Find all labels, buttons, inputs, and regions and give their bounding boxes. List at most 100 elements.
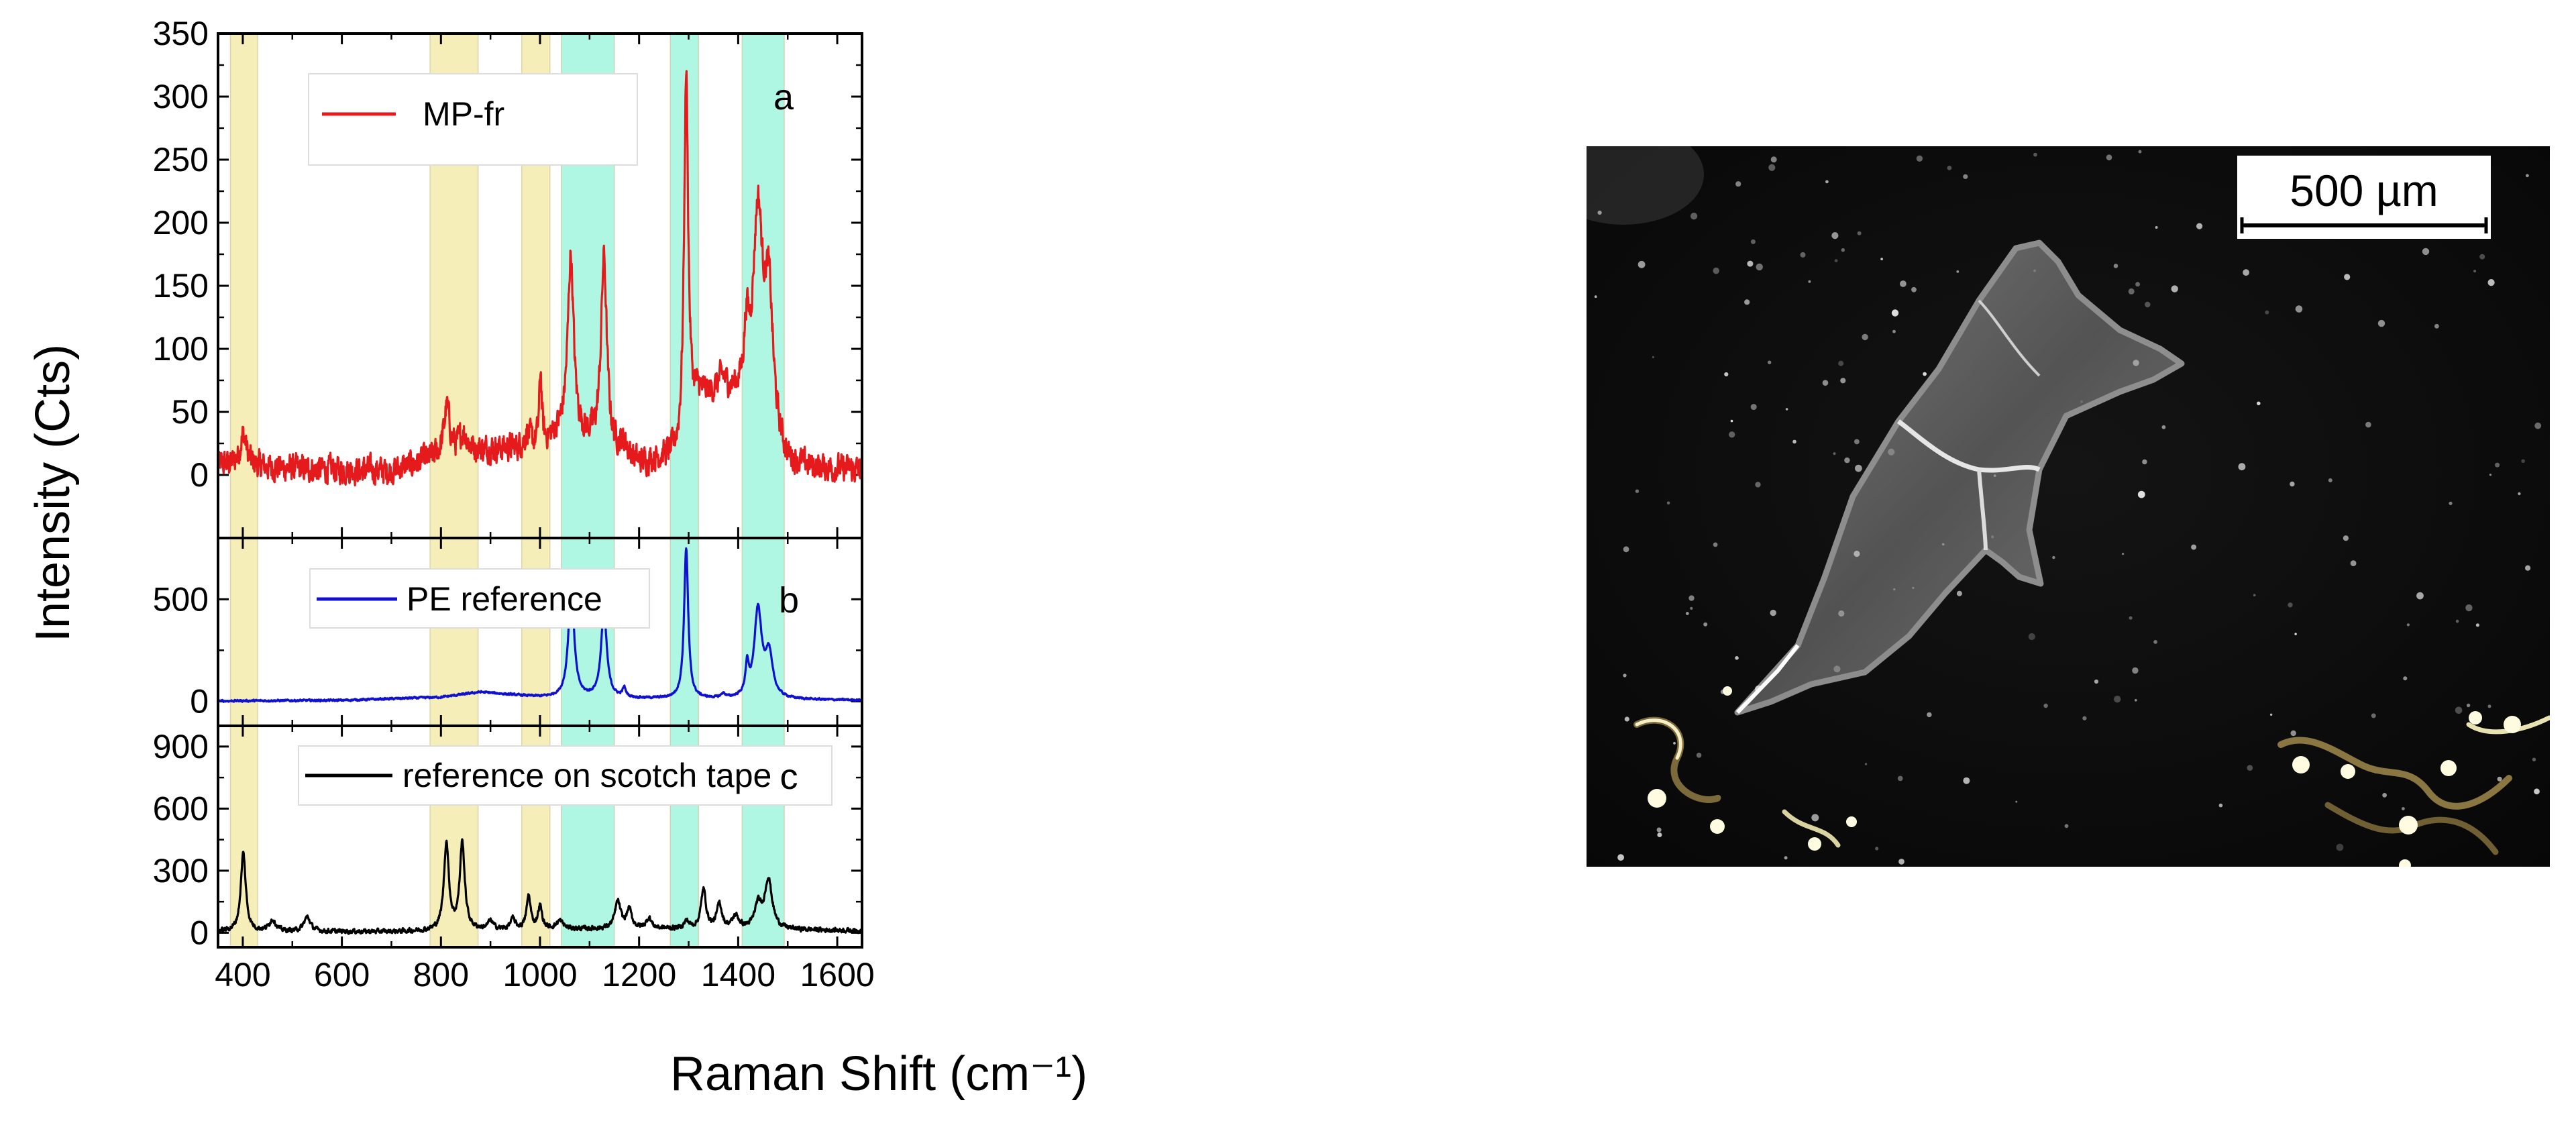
debris-speck (1963, 174, 1968, 179)
debris-speck (2473, 270, 2477, 273)
debris-speck (1690, 213, 1698, 220)
debris-speck (1685, 612, 1689, 615)
debris-speck (2466, 703, 2471, 708)
debris-speck (2495, 462, 2500, 468)
fiber-strand-left-highlight (1635, 718, 1682, 760)
highlight-band (230, 34, 258, 947)
legend-a-label: MP-fr (423, 95, 504, 133)
highlight-bands (229, 34, 785, 947)
bright-particle (1808, 837, 1821, 851)
debris-speck (2455, 619, 2459, 623)
debris-speck (1730, 419, 1733, 423)
debris-speck (2521, 459, 2525, 464)
debris-speck (2434, 323, 2439, 329)
debris-speck (2295, 305, 2303, 313)
microplastic-micrograph: 500 µm (1587, 146, 2550, 867)
mp-fr-spectrum-line (218, 70, 862, 487)
debris-speck (2161, 425, 2166, 429)
debris-speck (2403, 676, 2408, 681)
panel-c-ytick-label: 300 (153, 852, 209, 890)
fragment-crease (1978, 299, 2041, 377)
debris-speck (2033, 152, 2037, 157)
scotch-tape-reference-spectrum-line (218, 838, 862, 935)
debris-speck (2015, 800, 2018, 803)
fiber-strand-right-c (2466, 715, 2550, 735)
panel-a-ytick-label: 100 (153, 330, 209, 368)
x-tick-label: 1200 (602, 956, 676, 994)
debris-speck (2257, 401, 2261, 406)
debris-speck (1880, 258, 1884, 260)
debris-speck (2132, 667, 2139, 674)
debris-speck (2153, 640, 2158, 644)
debris-speck (1744, 299, 1750, 305)
panel-a-ytick-label: 50 (171, 393, 209, 431)
debris-speck (1862, 333, 1868, 341)
highlight-band (561, 34, 614, 947)
panel-c-ytick-label: 0 (190, 914, 209, 951)
microplastic-fragment (1734, 239, 2185, 716)
debris-speck (1792, 439, 1796, 444)
panel-a-ytick-label: 200 (153, 204, 209, 242)
debris-speck (1834, 259, 1838, 262)
legend-c: reference on scotch tape (298, 745, 833, 806)
x-axis: 400 600 800 1000 1200 1400 1600 (215, 956, 874, 994)
debris-speck (1923, 372, 1927, 376)
debris-speck (2525, 565, 2531, 571)
debris-speck (1656, 827, 1662, 833)
debris-speck (1657, 833, 1662, 837)
debris-speck (1703, 622, 1708, 627)
y-axis-title: Intensity (Cts) (26, 344, 80, 642)
debris-speck (1900, 280, 1907, 287)
bright-particle (1846, 816, 1857, 827)
debris-speck (2218, 803, 2223, 808)
debris-speck (2290, 730, 2296, 737)
debris-speck (1750, 239, 1756, 244)
debris-speck (2290, 481, 2295, 487)
debris-speck (2449, 501, 2453, 505)
debris-speck (2128, 288, 2135, 294)
debris-speck (1755, 482, 1761, 488)
panel-a-ytick-label: 150 (153, 267, 209, 305)
debris-speck (1713, 542, 1718, 547)
raman-spectra-plot: 0 50 100 150 200 250 300 350 MP-fr a 0 500 PE re… (26, 15, 1087, 1101)
bright-particle (2341, 764, 2355, 779)
fragment-film (1734, 239, 2185, 716)
bright-particle (2469, 711, 2482, 725)
debris-speck (1947, 166, 1952, 170)
debris-speck (1811, 814, 1819, 822)
x-tick-label: 800 (413, 956, 469, 994)
debris-speck (2518, 492, 2521, 496)
panel-b-ytick-label: 0 (190, 682, 209, 720)
debris-speck (1956, 590, 1962, 596)
debris-speck (1652, 356, 1654, 359)
debris-speck (2052, 555, 2055, 559)
debris-speck (2253, 594, 2256, 596)
debris-speck (1696, 753, 1702, 758)
debris-speck (1844, 457, 1850, 464)
x-tick-label: 1600 (800, 956, 874, 994)
debris-speck (2465, 604, 2473, 612)
debris-speck (1911, 286, 1917, 292)
debris-speck (2455, 706, 2463, 714)
debris-speck (2129, 616, 2133, 620)
bright-particle (1710, 819, 1725, 834)
debris-speck (2294, 633, 2297, 635)
legend-a: MP-fr (308, 73, 638, 166)
debris-speck (2532, 757, 2536, 761)
debris-speck (2406, 623, 2410, 627)
debris-speck (1617, 854, 1625, 861)
micrograph-background (1587, 146, 2550, 867)
debris-speck (2422, 248, 2430, 256)
micrograph-vignette-top-left (1587, 146, 1704, 225)
debris-speck (2138, 150, 2142, 154)
panel-a-ytick-label: 350 (153, 15, 209, 52)
debris-speck (1735, 181, 1741, 187)
debris-speck (1800, 252, 1806, 258)
bright-particle (2504, 716, 2521, 733)
scale-bar-label: 500 µm (2290, 166, 2438, 215)
debris-speck (1898, 859, 1904, 865)
debris-speck (1857, 231, 1862, 235)
highlight-band (430, 34, 478, 947)
bright-particle (2440, 760, 2457, 776)
debris-speck (2265, 310, 2269, 315)
